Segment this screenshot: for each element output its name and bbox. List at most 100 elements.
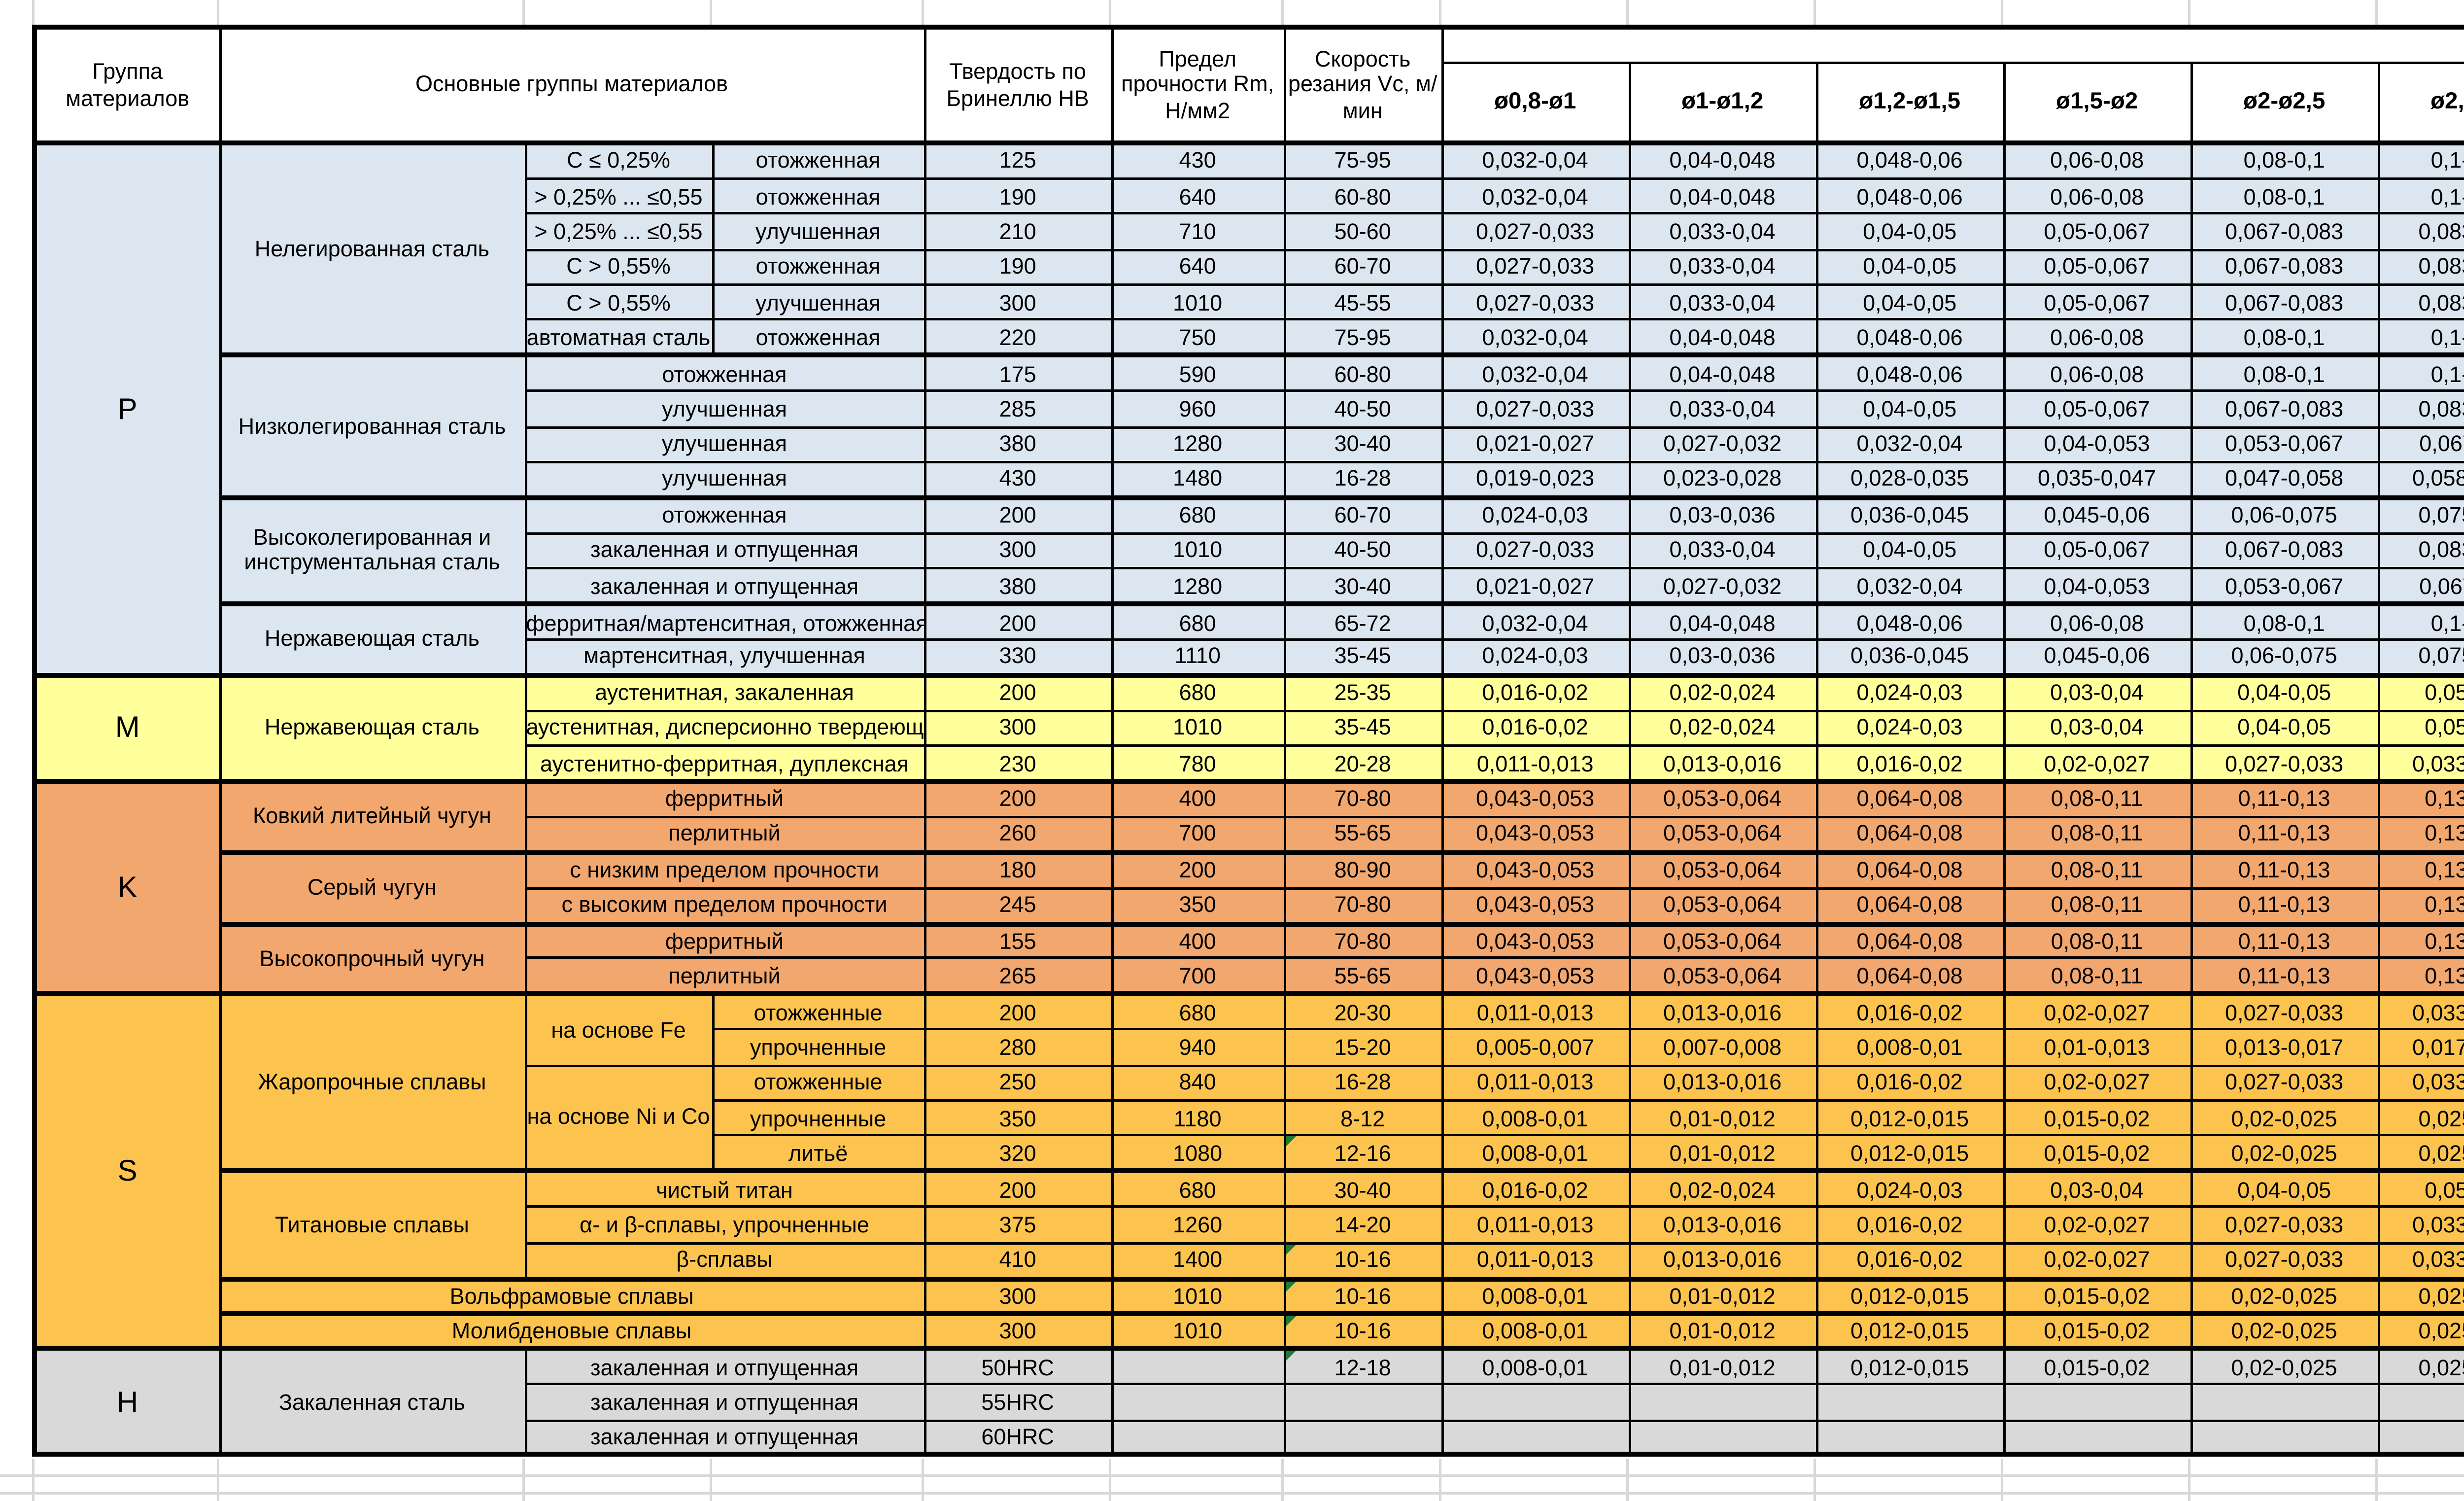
state-cell[interactable]: отожженные: [711, 1064, 925, 1102]
feed-value-cell[interactable]: 0,04-0,05: [1814, 531, 2005, 570]
state-cell[interactable]: улучшенная: [523, 390, 925, 428]
feed-col-header[interactable]: ø1-ø1,2: [1627, 60, 1817, 145]
feed-value-cell[interactable]: 0,13-0,21: [2376, 815, 2464, 854]
feed-value-cell[interactable]: 0,067-0,083: [2189, 390, 2379, 428]
col-header-speed-vc[interactable]: Скорость резания Vc, м/мин: [1282, 26, 1443, 144]
material-cell[interactable]: Нержавеющая сталь: [218, 601, 526, 676]
state-cell[interactable]: чистый титан: [523, 1169, 925, 1209]
feed-col-header[interactable]: ø2,5-ø4: [2376, 60, 2464, 145]
state-cell[interactable]: отожженная: [711, 319, 925, 357]
strength-cell[interactable]: 350: [1110, 886, 1285, 925]
hardness-cell[interactable]: 200: [923, 495, 1113, 535]
feed-value-cell[interactable]: 0,01-0,012: [1627, 1346, 1817, 1386]
feed-value-cell[interactable]: 0,016-0,02: [1440, 672, 1630, 712]
hardness-cell[interactable]: 350: [923, 1099, 1113, 1138]
feed-value-cell[interactable]: 0,02-0,025: [2189, 1275, 2379, 1315]
feed-value-cell[interactable]: 0,06-0,08: [2002, 353, 2192, 393]
feed-value-cell[interactable]: 0,032-0,04: [1440, 353, 1630, 393]
feed-value-cell[interactable]: 0,01-0,012: [1627, 1275, 1817, 1315]
feed-value-cell[interactable]: 0,064-0,08: [1814, 957, 2005, 996]
feed-value-cell[interactable]: 0,02-0,027: [2002, 991, 2192, 1031]
speed-cell[interactable]: 35-45: [1282, 638, 1443, 676]
speed-cell[interactable]: 60-70: [1282, 248, 1443, 286]
state-cell[interactable]: улучшенная: [523, 461, 925, 499]
speed-cell[interactable]: 10-16: [1282, 1311, 1443, 1350]
feed-value-cell[interactable]: 0,058-0,093: [2376, 461, 2464, 499]
feed-value-cell[interactable]: 0,016-0,02: [1440, 1169, 1630, 1209]
feed-value-cell[interactable]: [1814, 1418, 2005, 1457]
feed-value-cell[interactable]: 0,04-0,05: [1814, 212, 2005, 251]
speed-cell[interactable]: 70-80: [1282, 920, 1443, 960]
feed-value-cell[interactable]: 0,06-0,075: [2189, 638, 2379, 676]
state-cell[interactable]: отожженная: [711, 248, 925, 286]
state-cell[interactable]: упрочненные: [711, 1099, 925, 1138]
strength-cell[interactable]: 400: [1110, 920, 1285, 960]
feed-value-cell[interactable]: 0,064-0,08: [1814, 849, 2005, 889]
feed-value-cell[interactable]: 0,043-0,053: [1440, 920, 1630, 960]
feed-value-cell[interactable]: 0,036-0,045: [1814, 495, 2005, 535]
feed-value-cell[interactable]: 0,11-0,13: [2189, 779, 2379, 818]
group-letter-cell[interactable]: S: [33, 991, 221, 1350]
feed-value-cell[interactable]: 0,13-0,21: [2376, 779, 2464, 818]
feed-value-cell[interactable]: 0,032-0,04: [1440, 319, 1630, 357]
speed-cell[interactable]: 30-40: [1282, 425, 1443, 464]
feed-value-cell[interactable]: 0,033-0,053: [2376, 1206, 2464, 1244]
feed-value-cell[interactable]: 0,067-0,083: [2189, 248, 2379, 286]
feed-col-header[interactable]: ø1,2-ø1,5: [1814, 60, 2005, 145]
speed-cell[interactable]: 35-45: [1282, 709, 1443, 747]
group-letter-cell[interactable]: H: [33, 1346, 221, 1457]
feed-value-cell[interactable]: 0,083-0,13: [2376, 283, 2464, 322]
feed-value-cell[interactable]: 0,011-0,013: [1440, 744, 1630, 783]
hardness-cell[interactable]: 300: [923, 1275, 1113, 1315]
state-cell[interactable]: отожженная: [523, 495, 925, 535]
feed-value-cell[interactable]: 0,027-0,032: [1627, 567, 1817, 605]
feed-value-cell[interactable]: 0,033-0,053: [2376, 744, 2464, 783]
detail-cell[interactable]: автоматная сталь: [523, 319, 714, 357]
feed-value-cell[interactable]: 0,064-0,08: [1814, 815, 2005, 854]
hardness-cell[interactable]: 200: [923, 779, 1113, 818]
state-cell[interactable]: аустенитная, закаленная: [523, 672, 925, 712]
feed-value-cell[interactable]: 0,033-0,053: [2376, 1241, 2464, 1280]
feed-value-cell[interactable]: 0,013-0,017: [2189, 1028, 2379, 1067]
strength-cell[interactable]: 940: [1110, 1028, 1285, 1067]
state-cell[interactable]: отожженная: [523, 353, 925, 393]
strength-cell[interactable]: 640: [1110, 248, 1285, 286]
feed-value-cell[interactable]: 0,04-0,048: [1627, 601, 1817, 641]
feed-value-cell[interactable]: 0,067-0,083: [2189, 283, 2379, 322]
feed-value-cell[interactable]: 0,032-0,04: [1440, 601, 1630, 641]
speed-cell[interactable]: 60-80: [1282, 177, 1443, 215]
feed-value-cell[interactable]: 0,11-0,13: [2189, 815, 2379, 854]
speed-cell[interactable]: 65-72: [1282, 601, 1443, 641]
speed-cell[interactable]: 80-90: [1282, 849, 1443, 889]
material-cell[interactable]: Низколегированная сталь: [218, 353, 526, 499]
hardness-cell[interactable]: 175: [923, 353, 1113, 393]
strength-cell[interactable]: 430: [1110, 140, 1285, 180]
strength-cell[interactable]: 840: [1110, 1064, 1285, 1102]
feed-value-cell[interactable]: 0,02-0,027: [2002, 1241, 2192, 1280]
hardness-cell[interactable]: 250: [923, 1064, 1113, 1102]
feed-value-cell[interactable]: 0,053-0,064: [1627, 849, 1817, 889]
hardness-cell[interactable]: 210: [923, 212, 1113, 251]
strength-cell[interactable]: 750: [1110, 319, 1285, 357]
hardness-cell[interactable]: 200: [923, 601, 1113, 641]
state-cell[interactable]: аустенитная, дисперсионно твердеющая: [523, 709, 925, 747]
strength-cell[interactable]: 780: [1110, 744, 1285, 783]
state-cell[interactable]: литьё: [711, 1135, 925, 1173]
detail-cell[interactable]: > 0,25% ... ≤0,55: [523, 177, 714, 215]
feed-value-cell[interactable]: 0,048-0,06: [1814, 177, 2005, 215]
material-cell[interactable]: Жаропрочные сплавы: [218, 991, 526, 1173]
feed-value-cell[interactable]: 0,024-0,03: [1440, 495, 1630, 535]
feed-value-cell[interactable]: 0,06-0,08: [2002, 601, 2192, 641]
strength-cell[interactable]: 960: [1110, 390, 1285, 428]
speed-cell[interactable]: 10-16: [1282, 1275, 1443, 1315]
feed-value-cell[interactable]: 0,064-0,08: [1814, 886, 2005, 925]
material-cell[interactable]: Серый чугун: [218, 850, 526, 925]
feed-value-cell[interactable]: 0,06-0,08: [2002, 177, 2192, 215]
feed-value-cell[interactable]: 0,03-0,036: [1627, 495, 1817, 535]
feed-value-cell[interactable]: 0,04-0,05: [1814, 283, 2005, 322]
feed-value-cell[interactable]: 0,008-0,01: [1440, 1275, 1630, 1315]
speed-cell[interactable]: 75-95: [1282, 319, 1443, 357]
strength-cell[interactable]: 1260: [1110, 1206, 1285, 1244]
feed-value-cell[interactable]: 0,048-0,06: [1814, 140, 2005, 180]
feed-value-cell[interactable]: 0,024-0,03: [1814, 1169, 2005, 1209]
